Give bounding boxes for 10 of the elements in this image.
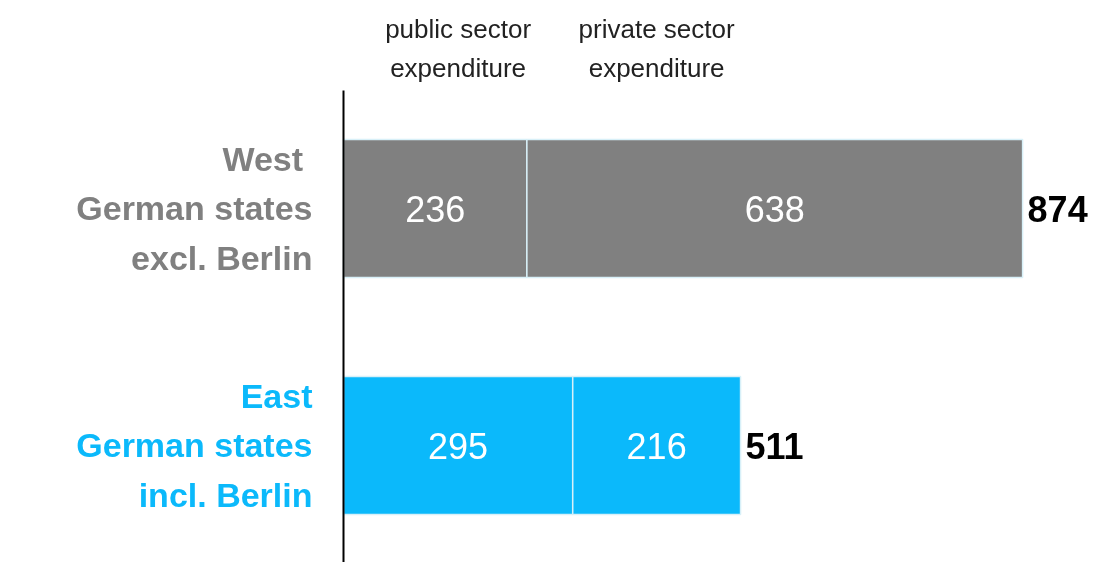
- data-label: 295: [428, 425, 489, 467]
- data-label: 236: [405, 188, 466, 230]
- text: private sector expenditure: [578, 14, 735, 83]
- total-label: 511: [745, 425, 804, 467]
- y-tick-label: East German states incl. Berlin: [76, 377, 313, 514]
- total-label: 874: [1027, 188, 1088, 230]
- data-label: 216: [626, 425, 687, 467]
- text: public sector expenditure: [385, 14, 532, 83]
- data-label: 638: [744, 188, 805, 230]
- y-tick-label: West German states excl. Berlin: [76, 140, 313, 277]
